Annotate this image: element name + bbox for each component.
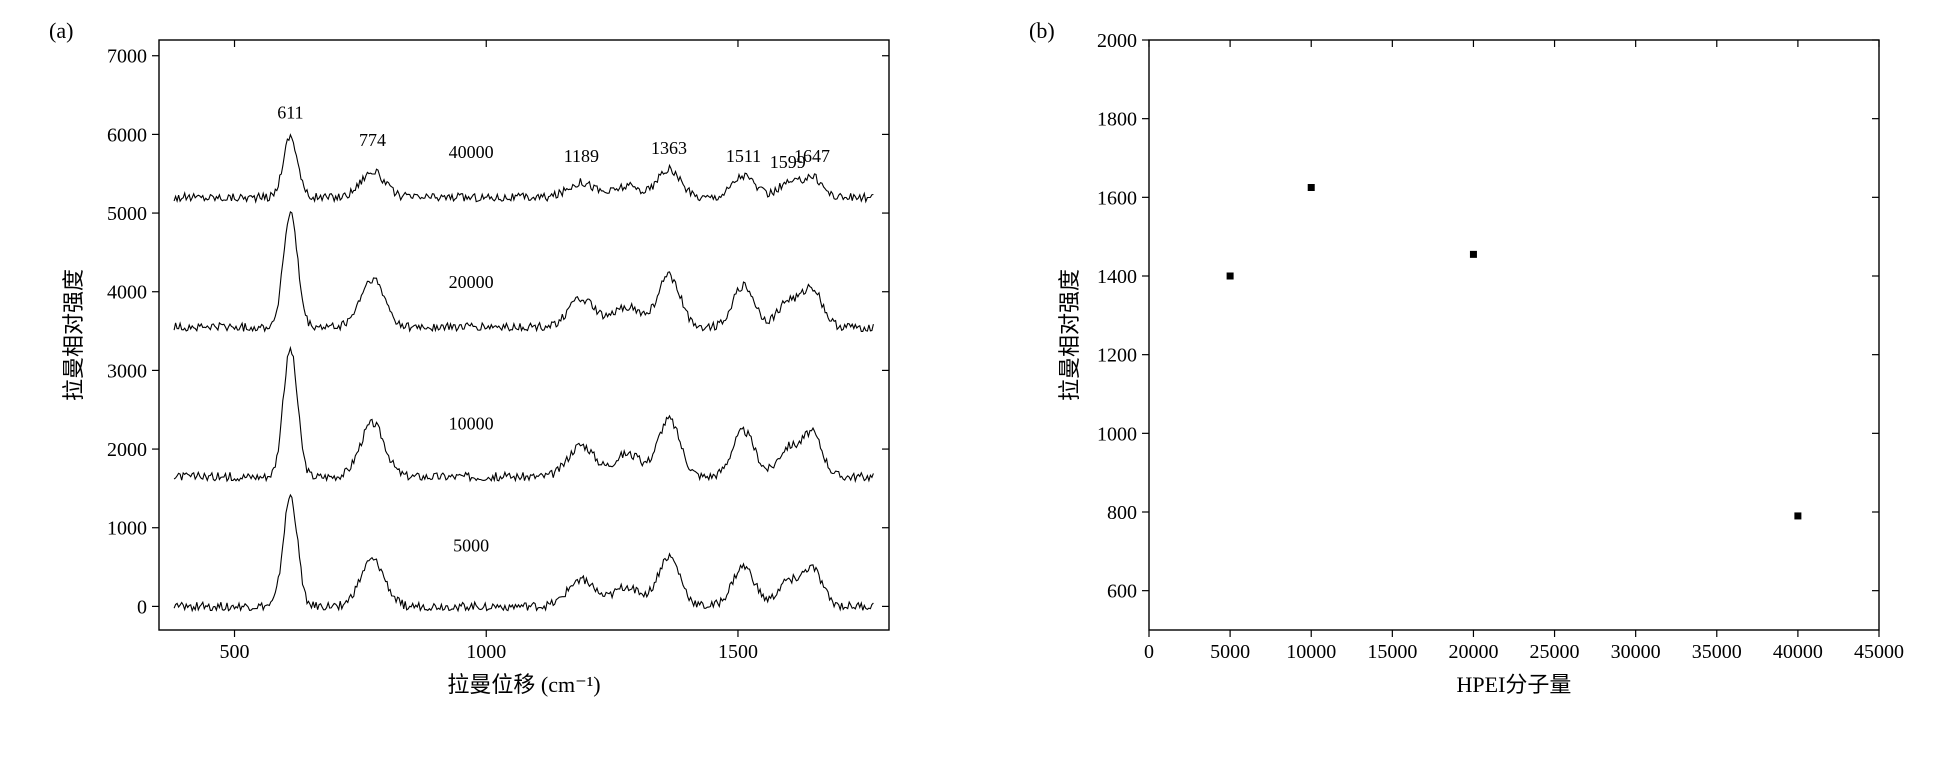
panel-a-label: (a) — [49, 18, 73, 44]
svg-text:1800: 1800 — [1097, 109, 1137, 131]
svg-text:4000: 4000 — [107, 282, 147, 304]
svg-text:1189: 1189 — [564, 146, 599, 166]
panel-b: (b) 0 5000 10000 15000 20000 25000 30000 35000 4… — [1029, 10, 1909, 760]
svg-text:1600: 1600 — [1097, 187, 1137, 209]
svg-text:800: 800 — [1107, 502, 1137, 524]
panel-a-chart: 500 1000 1500 0 1000 2000 3000 4000 5000 6000 7000… — [49, 10, 929, 760]
svg-text:2000: 2000 — [1097, 30, 1137, 52]
svg-text:拉曼相对强度: 拉曼相对强度 — [61, 269, 86, 401]
svg-text:500: 500 — [220, 641, 250, 663]
svg-text:774: 774 — [359, 130, 386, 150]
svg-text:1647: 1647 — [794, 146, 830, 166]
svg-text:35000: 35000 — [1692, 641, 1742, 663]
svg-text:40000: 40000 — [1773, 641, 1823, 663]
svg-text:拉曼相对强度: 拉曼相对强度 — [1057, 269, 1082, 401]
svg-text:0: 0 — [1144, 641, 1154, 663]
svg-text:0: 0 — [137, 596, 147, 618]
svg-text:5000: 5000 — [107, 203, 147, 225]
panel-b-label: (b) — [1029, 18, 1055, 44]
svg-text:6000: 6000 — [107, 124, 147, 146]
svg-text:600: 600 — [1107, 581, 1137, 603]
svg-text:1000: 1000 — [107, 518, 147, 540]
svg-text:611: 611 — [277, 103, 303, 123]
svg-text:2000: 2000 — [107, 439, 147, 461]
svg-text:40000: 40000 — [449, 142, 494, 162]
svg-text:10000: 10000 — [449, 413, 494, 433]
svg-text:1500: 1500 — [718, 641, 758, 663]
svg-text:HPEI分子量: HPEI分子量 — [1457, 672, 1572, 697]
svg-text:3000: 3000 — [107, 360, 147, 382]
svg-text:5000: 5000 — [1210, 641, 1250, 663]
svg-text:30000: 30000 — [1611, 641, 1661, 663]
svg-text:1000: 1000 — [1097, 423, 1137, 445]
svg-text:1200: 1200 — [1097, 345, 1137, 367]
svg-text:1511: 1511 — [726, 146, 761, 166]
svg-text:拉曼位移 (cm⁻¹): 拉曼位移 (cm⁻¹) — [447, 672, 600, 697]
svg-text:10000: 10000 — [1286, 641, 1336, 663]
svg-text:5000: 5000 — [453, 535, 489, 555]
svg-text:20000: 20000 — [449, 272, 494, 292]
panel-b-chart: 0 5000 10000 15000 20000 25000 30000 35000 40000… — [1029, 10, 1909, 760]
panel-a: (a) 500 1000 1500 0 1000 2000 3000 4000 5000 6000… — [49, 10, 929, 760]
svg-text:1400: 1400 — [1097, 266, 1137, 288]
svg-text:1363: 1363 — [651, 138, 687, 158]
svg-text:25000: 25000 — [1530, 641, 1580, 663]
svg-text:7000: 7000 — [107, 46, 147, 68]
svg-text:1000: 1000 — [466, 641, 506, 663]
svg-text:20000: 20000 — [1448, 641, 1498, 663]
svg-text:45000: 45000 — [1854, 641, 1904, 663]
svg-text:15000: 15000 — [1367, 641, 1417, 663]
